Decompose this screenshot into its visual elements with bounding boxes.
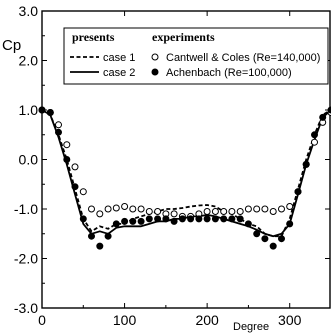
y-tick-label: -2.0: [14, 251, 38, 267]
data-point-achenbach-re-100-000: [228, 215, 236, 223]
data-point-cantwell-coles-re-140-000: [154, 208, 162, 215]
data-point-achenbach-re-100-000: [220, 215, 228, 223]
data-point-achenbach-re-100-000: [96, 242, 104, 250]
legend-label-case-1: case 1: [103, 52, 135, 64]
legend-frame: [63, 27, 329, 85]
data-point-cantwell-coles-re-140-000: [63, 141, 71, 149]
x-tick-label: 200: [195, 312, 219, 328]
legend: presents experiments case 1 case 2 Cantw…: [63, 27, 329, 85]
legend-marker-cantwell-coles: [151, 53, 159, 61]
data-point-achenbach-re-100-000: [55, 128, 62, 136]
data-point-cantwell-coles-re-140-000: [170, 210, 178, 218]
y-tick-label: -3.0: [14, 300, 38, 316]
data-point-cantwell-coles-re-140-000: [286, 203, 294, 210]
data-point-cantwell-coles-re-140-000: [253, 205, 261, 213]
data-point-achenbach-re-100-000: [319, 113, 327, 121]
data-point-achenbach-re-100-000: [104, 232, 112, 240]
data-point-cantwell-coles-re-140-000: [311, 138, 318, 146]
data-point-cantwell-coles-re-140-000: [88, 205, 95, 213]
data-point-achenbach-re-100-000: [137, 217, 145, 225]
series-line-case-2: [41, 109, 331, 238]
data-point-achenbach-re-100-000: [294, 188, 302, 196]
data-point-achenbach-re-100-000: [121, 217, 129, 225]
legend-label-case-2: case 2: [103, 67, 135, 79]
data-point-cantwell-coles-re-140-000: [220, 208, 228, 215]
legend-label-achenbach: Achenbach (Re=100,000): [166, 67, 292, 79]
legend-marker-achenbach: [151, 68, 159, 76]
data-point-cantwell-coles-re-140-000: [269, 208, 277, 215]
data-point-cantwell-coles-re-140-000: [55, 121, 62, 129]
data-point-achenbach-re-100-000: [203, 215, 211, 223]
data-point-cantwell-coles-re-140-000: [129, 205, 137, 213]
x-tick-label: 0: [38, 312, 46, 328]
data-point-achenbach-re-100-000: [195, 215, 203, 223]
data-point-cantwell-coles-re-140-000: [211, 208, 219, 215]
x-axis-title: Degree: [233, 321, 269, 333]
data-point-achenbach-re-100-000: [253, 230, 261, 238]
legend-group-title-experiments: experiments: [152, 30, 215, 44]
legend-label-cantwell-coles: Cantwell & Coles (Re=140,000): [166, 52, 320, 64]
data-point-cantwell-coles-re-140-000: [137, 205, 145, 213]
data-point-cantwell-coles-re-140-000: [104, 205, 112, 213]
y-tick-label: 0.0: [19, 152, 39, 168]
data-point-achenbach-re-100-000: [112, 220, 120, 228]
data-point-achenbach-re-100-000: [129, 217, 137, 225]
data-point-achenbach-re-100-000: [154, 215, 162, 223]
data-point-achenbach-re-100-000: [244, 220, 252, 228]
data-point-achenbach-re-100-000: [327, 106, 331, 114]
y-tick-label: 3.0: [19, 3, 39, 19]
data-point-achenbach-re-100-000: [170, 217, 178, 225]
data-point-achenbach-re-100-000: [63, 156, 71, 163]
legend-group-title-presents: presents: [72, 30, 115, 44]
data-point-achenbach-re-100-000: [211, 215, 219, 223]
data-point-cantwell-coles-re-140-000: [112, 204, 120, 212]
data-point-cantwell-coles-re-140-000: [261, 205, 269, 213]
data-point-cantwell-coles-re-140-000: [244, 205, 252, 213]
data-point-achenbach-re-100-000: [178, 215, 186, 223]
data-point-achenbach-re-100-000: [46, 109, 54, 116]
data-point-achenbach-re-100-000: [302, 160, 310, 168]
data-point-achenbach-re-100-000: [278, 235, 285, 243]
data-point-cantwell-coles-re-140-000: [96, 210, 104, 218]
x-tick-label: 100: [113, 312, 137, 328]
data-point-achenbach-re-100-000: [38, 106, 46, 114]
x-tick-label: 300: [278, 312, 302, 328]
data-point-achenbach-re-100-000: [145, 215, 153, 223]
data-point-achenbach-re-100-000: [88, 232, 95, 240]
data-point-cantwell-coles-re-140-000: [71, 163, 79, 171]
y-tick-label: 1.0: [19, 102, 39, 118]
data-point-achenbach-re-100-000: [187, 215, 195, 223]
y-tick-label: -1.0: [14, 201, 38, 217]
data-point-cantwell-coles-re-140-000: [228, 208, 236, 215]
data-point-cantwell-coles-re-140-000: [278, 205, 285, 213]
data-point-achenbach-re-100-000: [286, 220, 294, 228]
plot-area: 3.0 2.0 1.0 0.0 -1.0 -2.0 -3.00 100 200 300: [14, 3, 331, 328]
data-point-cantwell-coles-re-140-000: [203, 208, 211, 215]
data-point-achenbach-re-100-000: [269, 242, 277, 250]
data-point-achenbach-re-100-000: [79, 215, 87, 223]
data-point-achenbach-re-100-000: [236, 215, 244, 223]
data-point-achenbach-re-100-000: [261, 235, 269, 243]
data-point-achenbach-re-100-000: [311, 131, 318, 139]
data-point-cantwell-coles-re-140-000: [79, 188, 87, 196]
y-axis-title: Cp: [2, 37, 21, 54]
y-tick-label: 2.0: [19, 53, 39, 69]
data-point-cantwell-coles-re-140-000: [121, 203, 129, 210]
data-point-cantwell-coles-re-140-000: [236, 208, 244, 215]
data-point-achenbach-re-100-000: [162, 215, 170, 223]
data-point-achenbach-re-100-000: [71, 183, 79, 191]
data-point-cantwell-coles-re-140-000: [145, 208, 153, 215]
